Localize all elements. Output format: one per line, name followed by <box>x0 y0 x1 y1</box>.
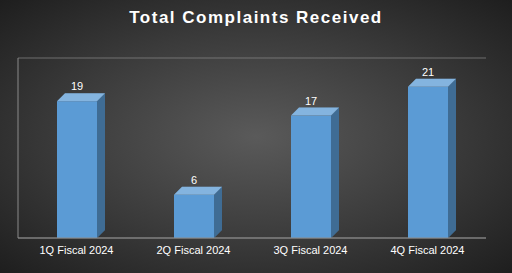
svg-text:4Q Fiscal 2024: 4Q Fiscal 2024 <box>391 244 465 256</box>
html-text:Total Complaints Received: Total Complaints Received <box>129 8 383 27</box>
svg-text:6: 6 <box>191 174 197 186</box>
svg-text:2Q Fiscal 2024: 2Q Fiscal 2024 <box>157 244 231 256</box>
svg-text:3Q Fiscal 2024: 3Q Fiscal 2024 <box>274 244 348 256</box>
svg-text:21: 21 <box>422 66 434 78</box>
svg-text:17: 17 <box>305 95 317 107</box>
svg-text:1Q Fiscal 2024: 1Q Fiscal 2024 <box>40 244 114 256</box>
svg-text:19: 19 <box>71 80 83 92</box>
